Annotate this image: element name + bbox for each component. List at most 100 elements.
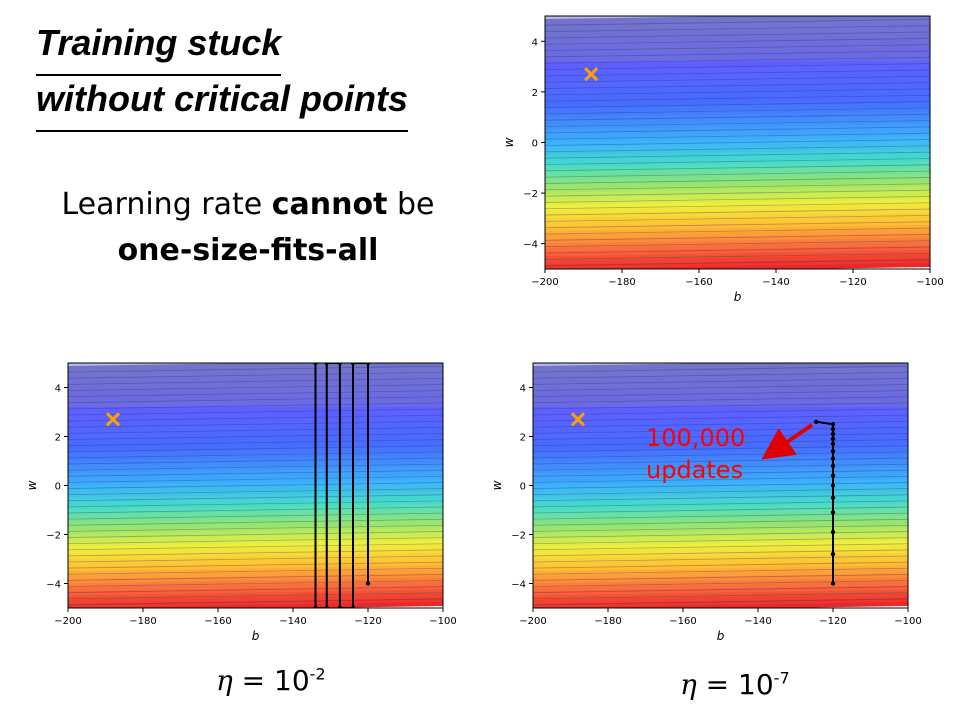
y-tick-label: −4 [46,580,61,591]
gradient-descent-path [815,420,834,584]
path-point [830,422,836,427]
path-point [830,581,836,586]
x-tick: −140 [279,608,307,627]
x-axis-label: b [252,629,260,643]
y-tick: 2 [532,88,545,99]
minimum-marker [105,412,121,427]
subtitle-part-3: be [387,187,435,222]
y-tick-label: −4 [523,240,538,251]
contour-field [545,16,930,269]
x-tick-label: −100 [429,616,456,627]
slide-title-2: without critical points [36,70,456,132]
y-tick: 4 [55,384,68,395]
y-axis-label: w [502,137,516,147]
y-tick-label: 0 [55,482,61,493]
path-point [830,456,836,461]
slide-title: Training stuck [36,14,456,76]
path-point [830,495,836,500]
x-axis-label: b [717,629,725,643]
y-tick-label: −2 [46,531,61,542]
x-tick-label: −160 [685,277,712,288]
y-tick-label: −4 [511,580,526,591]
x-tick-label: −140 [744,616,771,627]
x-tick-label: −120 [819,616,846,627]
x-tick: −120 [354,608,382,627]
path-point [313,605,318,608]
x-tick-label: −100 [916,277,943,288]
x-tick: −140 [762,269,790,288]
y-tick-label: 0 [532,139,538,150]
y-tick: −2 [523,189,545,200]
path-point [337,605,343,608]
eta-eq: = 10 [232,664,310,697]
x-tick: −160 [669,608,697,627]
eta-label-right: η = 10-7 [680,668,790,701]
y-tick-label: 0 [520,482,526,493]
y-tick: 4 [532,37,545,48]
x-tick: −120 [839,269,867,288]
title-line-1: Training stuck [36,14,282,76]
eta-symbol: η [216,664,233,697]
minimum-marker [570,412,586,427]
eta-label-left: η = 10-2 [216,664,326,697]
path-point [350,363,356,366]
path-point [830,529,836,535]
contour-field [533,363,908,608]
x-tick-label: −120 [354,616,381,627]
x-tick-label: −160 [669,616,696,627]
x-tick-label: −120 [839,277,866,288]
title-line-2: without critical points [36,70,409,132]
path-point [830,449,836,454]
y-tick: 0 [532,139,545,150]
y-tick: −4 [46,580,68,591]
y-tick: 0 [520,482,533,493]
y-tick-label: 4 [55,384,61,395]
path-point [830,483,836,488]
path-point [337,363,343,366]
path-point [350,605,356,608]
x-tick: −200 [54,608,82,627]
x-tick: −180 [608,269,636,288]
y-tick-label: 4 [520,384,526,395]
x-tick: −200 [531,269,559,288]
subtitle-part-1: Learning rate [61,187,272,222]
x-tick-label: −140 [762,277,789,288]
eta-eq: = 10 [696,668,774,701]
path-point [324,605,329,608]
x-tick-label: −160 [204,616,231,627]
eta-exponent: -2 [309,664,326,684]
gradient-descent-path [314,363,369,608]
subtitle-emphasis-2: one-size-fits-all [117,233,379,268]
x-tick: −160 [685,269,713,288]
y-axis-label: w [25,480,39,490]
path-point [830,426,836,432]
loss-contour-plot-eta-small: −200 −180 −160 −140 −120 −100 −4 −2 0 2 4 b w [490,362,922,643]
x-tick: −160 [204,608,232,627]
loss-contour-plot-eta-large: −200 −180 −160 −140 −120 −100 −4 −2 0 2 4 b w [25,362,457,643]
path-point [365,363,371,366]
x-tick-label: −180 [608,277,635,288]
x-tick-label: −100 [894,616,921,627]
path-point [830,510,836,515]
x-tick: −100 [429,608,457,627]
x-tick-label: −200 [54,616,81,627]
path-point [365,581,371,586]
x-tick: −200 [519,608,547,627]
x-tick: −120 [819,608,847,627]
eta-exponent: -7 [773,668,790,688]
y-tick: 2 [55,433,68,444]
path-point [830,441,836,447]
x-tick-label: −180 [129,616,156,627]
path-point [313,363,318,366]
subtitle-emphasis: cannot [271,187,388,222]
y-tick-label: 2 [532,88,538,99]
eta-symbol: η [680,668,697,701]
annotation-line-1: 100,000 [646,424,746,452]
x-tick-label: −200 [531,277,558,288]
x-tick: −140 [744,608,772,627]
path-point [830,431,836,437]
y-tick: −2 [511,531,533,542]
x-tick: −180 [129,608,157,627]
x-tick-label: −200 [519,616,546,627]
